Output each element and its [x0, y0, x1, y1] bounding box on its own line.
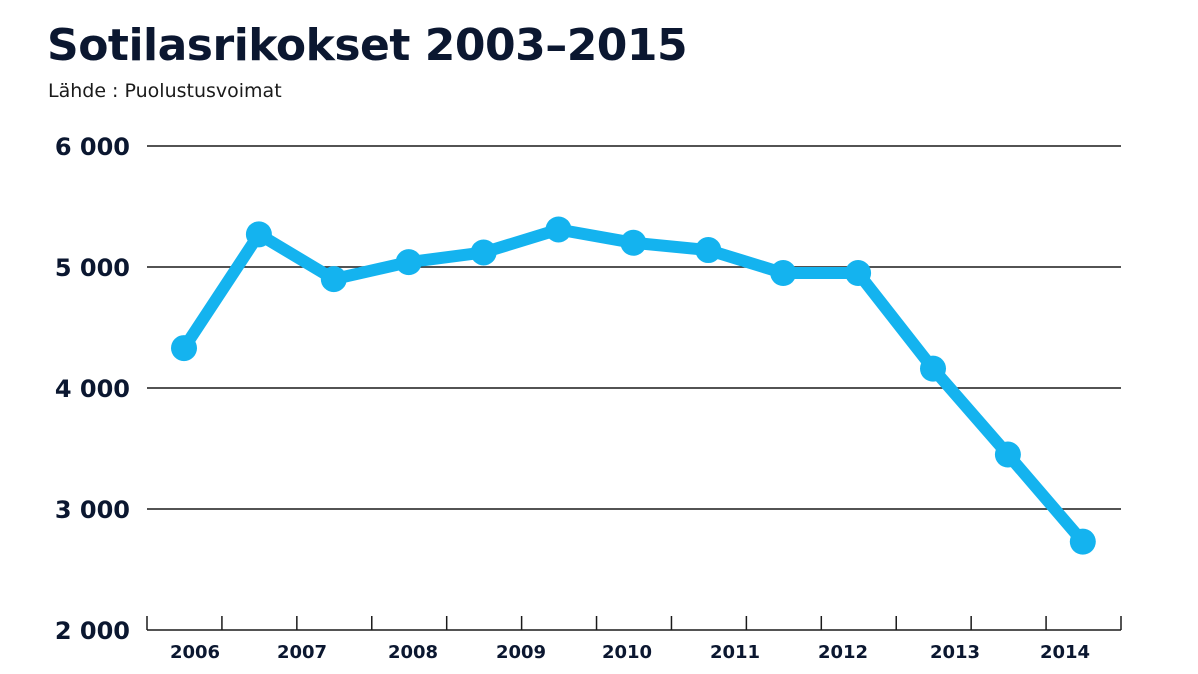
chart-source: Lähde : Puolustusvoimat [48, 80, 282, 102]
data-point [320, 266, 347, 293]
x-tick-label: 2006 [170, 642, 220, 663]
y-axis: 2 000 3 000 4 000 5 000 6 000 [55, 133, 130, 645]
data-point [545, 216, 572, 243]
data-point [470, 239, 497, 266]
y-tick-label: 4 000 [55, 375, 130, 403]
x-tick-label: 2007 [277, 642, 327, 663]
data-point [695, 237, 722, 264]
data-point [395, 249, 422, 276]
data-point [245, 221, 272, 248]
grid-lines [147, 145, 1121, 510]
x-tick-label: 2014 [1040, 642, 1090, 663]
data-point [1069, 528, 1096, 555]
y-tick-label: 3 000 [55, 496, 130, 524]
x-tick-label: 2009 [496, 642, 546, 663]
x-axis: 2006 2007 2008 2009 2010 2011 2012 2013 2014 [146, 616, 1122, 663]
y-tick-label: 5 000 [55, 254, 130, 282]
data-point [171, 335, 197, 362]
data-point [920, 355, 946, 382]
x-tick-label: 2008 [388, 642, 438, 663]
data-point [620, 229, 647, 256]
series-layer [171, 216, 1096, 555]
data-point [994, 441, 1021, 468]
x-tick-label: 2011 [710, 642, 760, 663]
data-point [845, 260, 872, 287]
x-tick-label: 2010 [602, 642, 652, 663]
series-line [178, 223, 1089, 548]
chart-title: Sotilasrikokset 2003–2015 [47, 20, 688, 71]
y-tick-label: 2 000 [55, 617, 130, 645]
y-tick-label: 6 000 [55, 133, 130, 161]
x-tick-label: 2012 [818, 642, 868, 663]
data-point [770, 260, 797, 287]
x-tick-label: 2013 [930, 642, 980, 663]
